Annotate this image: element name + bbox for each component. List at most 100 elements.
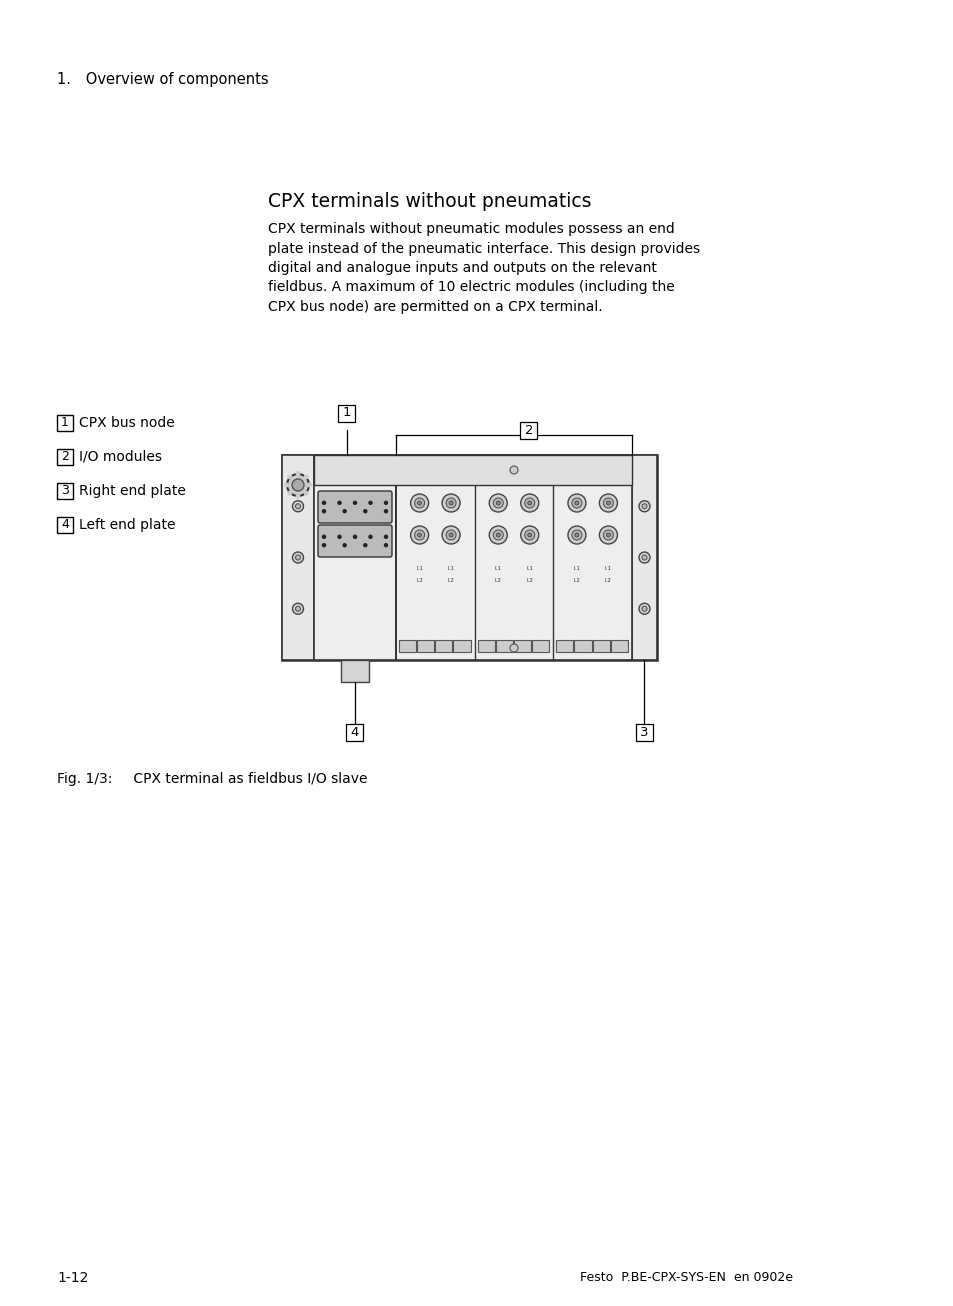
Circle shape xyxy=(293,500,303,512)
Circle shape xyxy=(493,530,503,539)
Text: I.2: I.2 xyxy=(416,579,422,584)
Circle shape xyxy=(598,494,617,512)
Circle shape xyxy=(295,555,300,560)
Text: 3: 3 xyxy=(61,485,69,498)
Bar xyxy=(314,454,631,485)
Bar xyxy=(496,640,513,652)
Circle shape xyxy=(354,535,356,538)
Text: I.1: I.1 xyxy=(495,567,501,572)
Bar xyxy=(592,640,609,652)
Circle shape xyxy=(641,504,646,509)
Circle shape xyxy=(449,502,453,505)
Text: 1-12: 1-12 xyxy=(57,1271,89,1285)
Text: I.1: I.1 xyxy=(447,567,454,572)
Bar xyxy=(282,454,314,660)
Circle shape xyxy=(343,543,346,547)
Circle shape xyxy=(449,533,453,537)
Bar xyxy=(416,640,434,652)
Circle shape xyxy=(524,530,535,539)
Circle shape xyxy=(641,606,646,611)
Bar xyxy=(282,454,657,660)
Text: I.1: I.1 xyxy=(526,567,533,572)
Text: Right end plate: Right end plate xyxy=(79,485,186,498)
Circle shape xyxy=(303,474,309,479)
Bar xyxy=(610,640,627,652)
Text: 1: 1 xyxy=(61,417,69,430)
Circle shape xyxy=(520,526,538,545)
Text: digital and analogue inputs and outputs on the relevant: digital and analogue inputs and outputs … xyxy=(268,261,657,276)
Text: I.2: I.2 xyxy=(495,579,501,584)
Bar xyxy=(574,640,591,652)
Circle shape xyxy=(410,494,428,512)
Circle shape xyxy=(293,552,303,563)
Text: 3: 3 xyxy=(639,726,648,738)
Text: CPX terminals without pneumatics: CPX terminals without pneumatics xyxy=(268,192,591,212)
Circle shape xyxy=(363,543,367,547)
Circle shape xyxy=(575,502,578,505)
Circle shape xyxy=(567,494,585,512)
Circle shape xyxy=(369,535,372,538)
Circle shape xyxy=(489,526,507,545)
Circle shape xyxy=(527,533,531,537)
Circle shape xyxy=(520,494,538,512)
Circle shape xyxy=(441,494,459,512)
Text: plate instead of the pneumatic interface. This design provides: plate instead of the pneumatic interface… xyxy=(268,242,700,256)
Circle shape xyxy=(415,498,424,508)
Circle shape xyxy=(322,509,325,513)
Circle shape xyxy=(363,509,367,513)
Bar xyxy=(57,449,73,465)
Circle shape xyxy=(415,530,424,539)
Bar xyxy=(395,454,631,660)
Text: Festo  P.BE-CPX-SYS-EN  en 0902e: Festo P.BE-CPX-SYS-EN en 0902e xyxy=(579,1271,792,1284)
Circle shape xyxy=(287,474,292,479)
Text: Fig. 1/3:   CPX terminal as fieldbus I/O slave: Fig. 1/3: CPX terminal as fieldbus I/O s… xyxy=(57,772,367,786)
Bar xyxy=(435,640,452,652)
Circle shape xyxy=(567,526,585,545)
Text: I.2: I.2 xyxy=(604,579,611,584)
Bar xyxy=(338,405,355,422)
Bar xyxy=(57,517,73,533)
Circle shape xyxy=(343,509,346,513)
Circle shape xyxy=(441,526,459,545)
Circle shape xyxy=(489,494,507,512)
Circle shape xyxy=(527,502,531,505)
Circle shape xyxy=(575,533,578,537)
Text: I/O modules: I/O modules xyxy=(79,451,162,464)
Circle shape xyxy=(417,533,421,537)
Bar xyxy=(520,422,537,439)
Circle shape xyxy=(602,498,613,508)
Circle shape xyxy=(284,482,289,487)
Circle shape xyxy=(598,526,617,545)
Circle shape xyxy=(337,535,340,538)
Circle shape xyxy=(287,491,292,496)
Circle shape xyxy=(287,474,309,496)
Text: 1.  Overview of components: 1. Overview of components xyxy=(57,72,269,88)
Bar xyxy=(314,454,395,660)
Circle shape xyxy=(384,502,387,504)
Text: CPX terminals without pneumatic modules possess an end: CPX terminals without pneumatic modules … xyxy=(268,222,674,236)
Text: 2: 2 xyxy=(61,451,69,464)
Circle shape xyxy=(602,530,613,539)
Bar xyxy=(57,415,73,431)
Circle shape xyxy=(446,498,456,508)
Circle shape xyxy=(322,543,325,547)
Circle shape xyxy=(292,479,304,491)
Text: I.2: I.2 xyxy=(526,579,533,584)
Circle shape xyxy=(496,533,499,537)
Bar xyxy=(477,640,495,652)
Circle shape xyxy=(410,526,428,545)
FancyBboxPatch shape xyxy=(317,525,392,556)
Circle shape xyxy=(606,502,610,505)
Text: 2: 2 xyxy=(524,423,533,436)
Text: I.2: I.2 xyxy=(573,579,579,584)
Circle shape xyxy=(384,543,387,547)
Circle shape xyxy=(354,502,356,504)
Bar xyxy=(514,640,531,652)
Bar xyxy=(57,483,73,499)
Text: I.2: I.2 xyxy=(447,579,454,584)
Circle shape xyxy=(641,555,646,560)
Circle shape xyxy=(639,500,649,512)
Bar xyxy=(556,640,573,652)
Bar xyxy=(346,724,363,741)
Text: CPX bus node: CPX bus node xyxy=(79,417,174,430)
